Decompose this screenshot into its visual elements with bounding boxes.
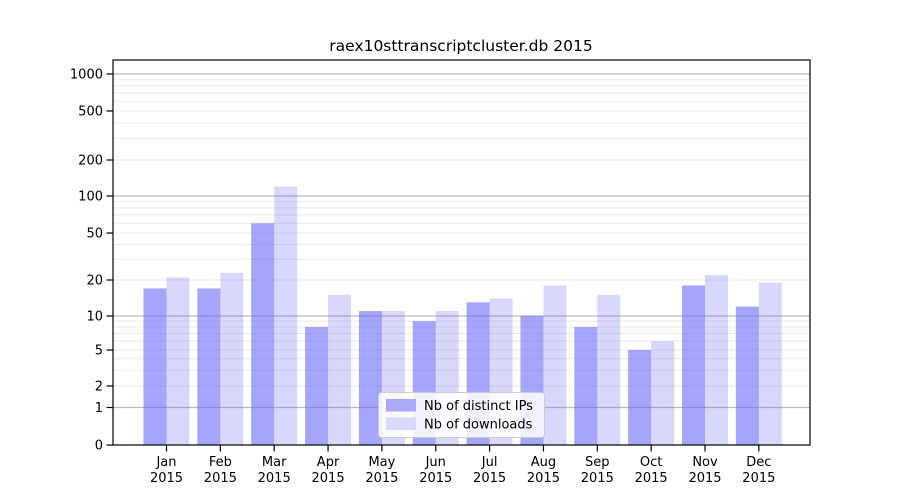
legend-label-distinct-ips: Nb of distinct IPs [424, 399, 533, 414]
xtick-label-month-oct: Oct [640, 455, 662, 470]
bar-ips-dec [735, 306, 759, 445]
xtick-label-month-jan: Jan [155, 455, 176, 470]
ytick-label-1000: 1000 [70, 68, 103, 83]
legend-swatch-distinct-ips [386, 399, 416, 412]
xtick-label-year-dec: 2015 [742, 471, 775, 486]
bars [143, 186, 782, 445]
ytick-label-1: 1 [95, 401, 103, 416]
bar-ips-may [358, 311, 382, 445]
xtick-label-year-apr: 2015 [312, 471, 345, 486]
ytick-label-5: 5 [95, 344, 103, 359]
bar-downloads-aug [543, 285, 567, 445]
xtick-label-year-jun: 2015 [419, 471, 452, 486]
xtick-label-month-nov: Nov [692, 455, 718, 470]
ytick-label-20: 20 [86, 274, 103, 289]
xtick-label-year-may: 2015 [365, 471, 398, 486]
y-axis-ticks: 0 1 2 5 10 20 50 100 200 500 1000 [70, 68, 113, 454]
bar-downloads-dec [758, 282, 782, 445]
xtick-label-month-mar: Mar [262, 455, 287, 470]
bar-ips-oct [628, 350, 652, 445]
bar-downloads-oct [651, 341, 675, 445]
xtick-label-year-aug: 2015 [527, 471, 560, 486]
xtick-label-month-may: May [368, 455, 395, 470]
bar-ips-sep [574, 326, 598, 445]
xtick-label-month-feb: Feb [209, 455, 232, 470]
xtick-label-year-mar: 2015 [258, 471, 291, 486]
xtick-label-month-jun: Jun [425, 455, 446, 470]
legend: Nb of distinct IPs Nb of downloads [378, 392, 545, 438]
xtick-label-month-jul: Jul [481, 455, 498, 470]
xtick-label-year-sep: 2015 [581, 471, 614, 486]
ytick-label-2: 2 [95, 380, 103, 395]
xtick-label-year-nov: 2015 [688, 471, 721, 486]
bar-downloads-nov [705, 275, 728, 445]
legend-box [378, 392, 545, 438]
ytick-label-0: 0 [95, 439, 103, 454]
bar-downloads-jan [166, 277, 190, 445]
plot-frame [112, 59, 811, 446]
bar-downloads-feb [220, 272, 244, 445]
ytick-label-500: 500 [78, 105, 103, 120]
legend-label-downloads: Nb of downloads [424, 418, 533, 433]
bar-downloads-sep [597, 294, 621, 445]
bar-ips-feb [197, 288, 221, 445]
bar-downloads-apr [328, 294, 352, 445]
xtick-label-month-sep: Sep [585, 455, 610, 470]
xtick-label-month-aug: Aug [531, 455, 556, 470]
bar-ips-mar [251, 223, 275, 445]
xtick-label-month-dec: Dec [746, 455, 771, 470]
xtick-label-year-feb: 2015 [204, 471, 237, 486]
bar-downloads-mar [274, 186, 298, 445]
ytick-label-50: 50 [86, 227, 103, 242]
bar-ips-nov [682, 285, 705, 445]
xtick-label-year-oct: 2015 [635, 471, 668, 486]
minor-gridlines [113, 79, 810, 387]
xtick-label-year-jul: 2015 [473, 471, 506, 486]
bar-ips-apr [305, 326, 329, 445]
x-axis-ticks: Jan2015Feb2015Mar2015Apr2015May2015Jun20… [150, 445, 775, 486]
bar-ips-jan [143, 288, 167, 445]
ytick-label-100: 100 [78, 190, 103, 205]
chart-title: raex10sttranscriptcluster.db 2015 [329, 37, 592, 55]
xtick-label-year-jan: 2015 [150, 471, 183, 486]
ytick-label-200: 200 [78, 154, 103, 169]
xtick-label-month-apr: Apr [317, 455, 340, 470]
legend-swatch-downloads [386, 417, 416, 430]
ytick-label-10: 10 [86, 310, 103, 325]
